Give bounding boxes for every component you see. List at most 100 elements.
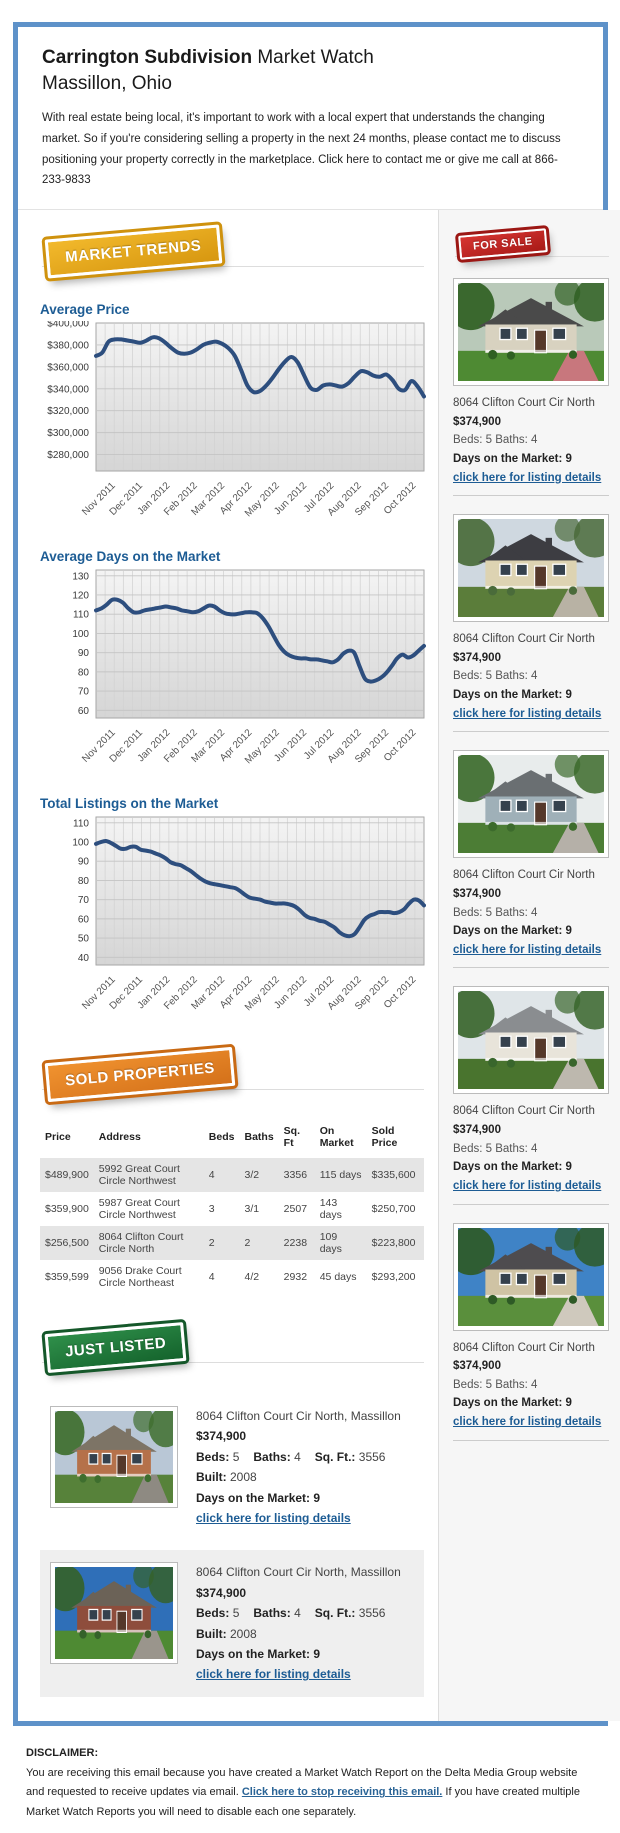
average-price-chart-block: Average Price $400,000 $380,000 $360,000 $3…	[40, 302, 426, 535]
listing-photo	[453, 514, 609, 623]
built-label: Built:	[196, 1626, 227, 1641]
divider	[42, 266, 424, 268]
sold-properties-table: Price Address Beds Baths Sq. Ft On Market Sold…	[40, 1121, 424, 1294]
sold-properties-section-header: SOLD PROPERTIES	[40, 1042, 424, 1111]
svg-text:120: 120	[72, 591, 89, 602]
for-sale-section-header: FOR SALE	[453, 224, 609, 274]
divider	[453, 495, 609, 497]
listing-address: 8064 Clifton Court Cir North	[453, 1105, 595, 1118]
divider	[453, 1439, 609, 1441]
table-cell: 2932	[283, 1271, 308, 1284]
baths-value: 4	[531, 906, 538, 919]
listing-beds-baths: Beds: 5 Baths: 4	[453, 667, 609, 686]
listing-price: $374,900	[453, 415, 501, 428]
listing-address: 8064 Clifton Court Cir North	[453, 869, 595, 882]
unsubscribe-link[interactable]: Click here to stop receiving this email.	[241, 1786, 443, 1799]
listing-details-link[interactable]: click here for listing details	[453, 1179, 602, 1192]
svg-text:50: 50	[78, 934, 90, 945]
listing-days-on-market: Days on the Market: 9	[453, 1158, 609, 1177]
listing-address: 8064 Clifton Court Cir North	[453, 397, 595, 410]
svg-text:80: 80	[78, 876, 90, 887]
just-listed-listing: 8064 Clifton Court Cir North, Massillon …	[40, 1394, 424, 1540]
divider	[453, 1203, 609, 1205]
baths-label: Baths:	[253, 1449, 291, 1464]
listing-specs: Beds: 5 Baths: 4 Sq. Ft.: 3556 Built: 2008	[196, 1603, 414, 1644]
just-listed-list: 8064 Clifton Court Cir North, Massillon …	[40, 1394, 424, 1697]
listing-specs: Beds: 5 Baths: 4 Sq. Ft.: 3556 Built: 2008	[196, 1447, 414, 1488]
days-label: Days on the Market:	[453, 452, 563, 465]
table-header-cell: On Market	[319, 1125, 354, 1150]
table-cell: $223,800	[371, 1237, 416, 1250]
table-row: $256,500 8064 Clifton Court Circle North 2…	[40, 1226, 424, 1261]
days-label: Days on the Market:	[196, 1646, 311, 1661]
listing-photo	[453, 986, 609, 1095]
listing-details-link[interactable]: click here for listing details	[196, 1510, 351, 1525]
chart-title-average-price: Average Price	[40, 302, 130, 318]
baths-value: 4	[531, 434, 538, 447]
table-cell: 3/1	[244, 1203, 260, 1216]
listing-price: $374,900	[453, 1360, 501, 1373]
svg-text:$340,000: $340,000	[47, 384, 89, 395]
baths-label: Baths:	[495, 1142, 528, 1155]
listing-details-link[interactable]: click here for listing details	[196, 1667, 351, 1682]
svg-text:70: 70	[78, 895, 90, 906]
svg-text:100: 100	[72, 838, 89, 849]
days-value: 9	[565, 925, 572, 938]
baths-label: Baths:	[495, 670, 528, 683]
table-cell: 2	[208, 1237, 215, 1250]
table-header-cell: Baths	[244, 1131, 274, 1144]
sqft-value: 3556	[358, 1606, 386, 1621]
average-price-chart: $400,000 $380,000 $360,000 $340,000 $320,000…	[47, 321, 426, 519]
house-photo-illustration	[458, 991, 604, 1090]
beds-value: 5	[485, 1378, 493, 1391]
table-header-cell: Address	[98, 1131, 141, 1144]
days-label: Days on the Market:	[453, 925, 563, 938]
divider	[42, 1362, 424, 1364]
days-label: Days on the Market:	[196, 1490, 311, 1505]
svg-text:90: 90	[78, 857, 90, 868]
days-value: 9	[313, 1490, 321, 1505]
listing-price: $374,900	[196, 1429, 247, 1444]
listing-details-link[interactable]: click here for listing details	[453, 1416, 602, 1429]
svg-text:40: 40	[78, 953, 90, 964]
svg-text:$360,000: $360,000	[47, 362, 89, 373]
house-photo-illustration	[458, 519, 604, 618]
beds-label: Beds:	[453, 906, 483, 919]
listing-address: 8064 Clifton Court Cir North, Massillon	[196, 1409, 401, 1424]
listing-address: 8064 Clifton Court Cir North, Massillon	[196, 1565, 401, 1580]
table-row: $489,900 5992 Great Court Circle Northwes…	[40, 1158, 424, 1193]
table-cell: $335,600	[371, 1169, 416, 1182]
built-label: Built:	[196, 1470, 227, 1485]
days-label: Days on the Market:	[453, 1161, 563, 1174]
baths-value: 4	[294, 1606, 301, 1621]
svg-text:70: 70	[78, 687, 90, 698]
baths-label: Baths:	[253, 1606, 291, 1621]
listing-photo	[453, 278, 609, 387]
baths-label: Baths:	[495, 906, 528, 919]
table-header-cell: Price	[45, 1131, 71, 1144]
divider	[42, 1089, 424, 1091]
email-container: Carrington Subdivision Market Watch Mass…	[13, 22, 620, 1726]
listing-details-link[interactable]: click here for listing details	[453, 943, 602, 956]
baths-value: 4	[294, 1449, 301, 1464]
listing-beds-baths: Beds: 5 Baths: 4	[453, 431, 609, 450]
table-row: $359,900 5987 Great Court Circle Northwes…	[40, 1192, 424, 1226]
divider	[453, 731, 609, 733]
beds-label: Beds:	[453, 670, 483, 683]
page-title-rest: Market Watch	[252, 47, 374, 68]
for-sale-listing: 8064 Clifton Court Cir North $374,900 Be…	[453, 514, 609, 733]
listing-details-link[interactable]: click here for listing details	[453, 471, 602, 484]
average-days-chart-block: Average Days on the Market 130 120 110 100 9…	[40, 549, 426, 782]
for-sale-listing: 8064 Clifton Court Cir North $374,900 Be…	[453, 278, 609, 497]
listing-beds-baths: Beds: 5 Baths: 4	[453, 904, 609, 923]
baths-value: 4	[531, 1142, 538, 1155]
table-cell: $489,900	[45, 1169, 89, 1182]
beds-value: 5	[485, 906, 493, 919]
for-sale-listing: 8064 Clifton Court Cir North $374,900 Be…	[453, 1222, 609, 1441]
sqft-label: Sq. Ft.:	[314, 1606, 356, 1621]
listing-details-link[interactable]: click here for listing details	[453, 707, 602, 720]
listing-photo	[50, 1562, 178, 1665]
listing-days-on-market: Days on the Market: 9	[196, 1488, 414, 1508]
svg-text:110: 110	[73, 818, 89, 829]
